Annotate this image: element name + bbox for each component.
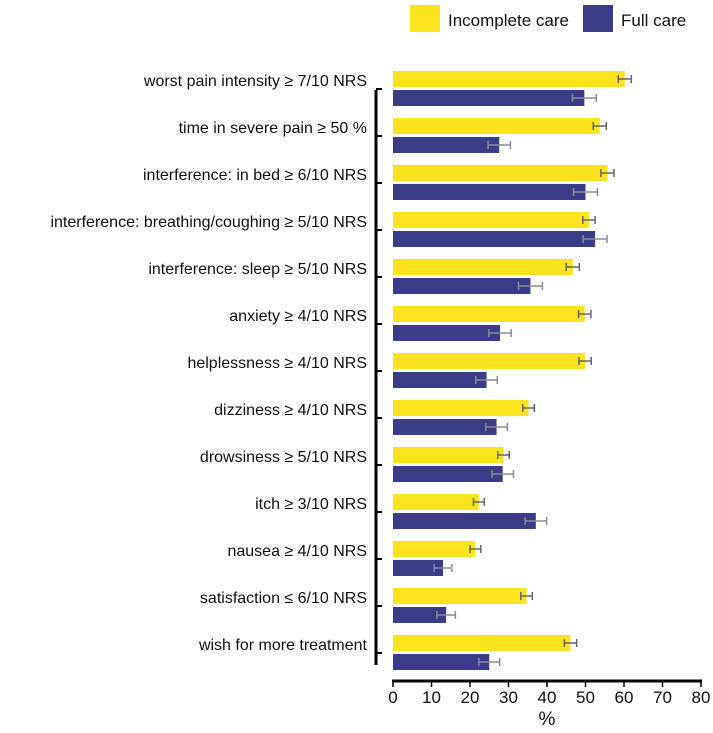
bar-full-care xyxy=(393,137,500,153)
bar-full-care xyxy=(393,419,497,435)
x-axis-label: % xyxy=(539,709,556,730)
bar-incomplete-care xyxy=(393,306,585,322)
bar-full-care xyxy=(393,654,490,670)
category-label: itch ≥ 3/10 NRS xyxy=(255,496,367,513)
category-label: satisfaction ≤ 6/10 NRS xyxy=(200,590,367,607)
category-label: helplessness ≥ 4/10 NRS xyxy=(187,355,367,372)
bar-full-care xyxy=(393,184,586,200)
bar-incomplete-care xyxy=(393,165,608,181)
category-label: time in severe pain ≥ 50 % xyxy=(179,120,367,137)
category-label: nausea ≥ 4/10 NRS xyxy=(227,543,367,560)
x-tick-label: 60 xyxy=(615,688,634,707)
bar-full-care xyxy=(393,90,585,106)
x-tick-label: 70 xyxy=(653,688,672,707)
bar-full-care xyxy=(393,607,447,623)
category-label: interference: in bed ≥ 6/10 NRS xyxy=(143,167,367,184)
bar-incomplete-care xyxy=(393,259,573,275)
bar-incomplete-care xyxy=(393,353,586,369)
legend: Incomplete care Full care xyxy=(410,5,686,32)
legend-swatch-incomplete-care xyxy=(410,5,440,32)
x-tick-label: 10 xyxy=(422,688,441,707)
category-label: wish for more treatment xyxy=(198,637,368,654)
x-tick-label: 50 xyxy=(576,688,595,707)
bar-full-care xyxy=(393,325,501,341)
bar-incomplete-care xyxy=(393,635,571,651)
x-tick-label: 30 xyxy=(499,688,518,707)
legend-label-full-care: Full care xyxy=(621,11,686,30)
category-label: dizziness ≥ 4/10 NRS xyxy=(214,402,367,419)
bar-full-care xyxy=(393,513,536,529)
bar-incomplete-care xyxy=(393,400,529,416)
bar-incomplete-care xyxy=(393,494,479,510)
category-label: anxiety ≥ 4/10 NRS xyxy=(229,308,367,325)
category-label: drowsiness ≥ 5/10 NRS xyxy=(200,449,367,466)
bar-full-care xyxy=(393,231,596,247)
legend-swatch-full-care xyxy=(583,5,613,32)
bar-full-care xyxy=(393,278,531,294)
bar-full-care xyxy=(393,372,487,388)
bar-incomplete-care xyxy=(393,118,600,134)
legend-label-incomplete-care: Incomplete care xyxy=(448,11,569,30)
bar-incomplete-care xyxy=(393,588,527,604)
x-tick-label: 80 xyxy=(692,688,711,707)
bar-full-care xyxy=(393,560,444,576)
bar-full-care xyxy=(393,466,503,482)
bar-incomplete-care xyxy=(393,447,504,463)
category-label: worst pain intensity ≥ 7/10 NRS xyxy=(143,73,367,90)
x-tick-label: 40 xyxy=(538,688,557,707)
bar-incomplete-care xyxy=(393,541,476,557)
category-label: interference: breathing/coughing ≥ 5/10 … xyxy=(50,214,367,231)
bar-incomplete-care xyxy=(393,212,589,228)
bar-incomplete-care xyxy=(393,71,625,87)
x-tick-label: 20 xyxy=(461,688,480,707)
category-label: interference: sleep ≥ 5/10 NRS xyxy=(148,261,367,278)
x-tick-label: 0 xyxy=(388,688,397,707)
